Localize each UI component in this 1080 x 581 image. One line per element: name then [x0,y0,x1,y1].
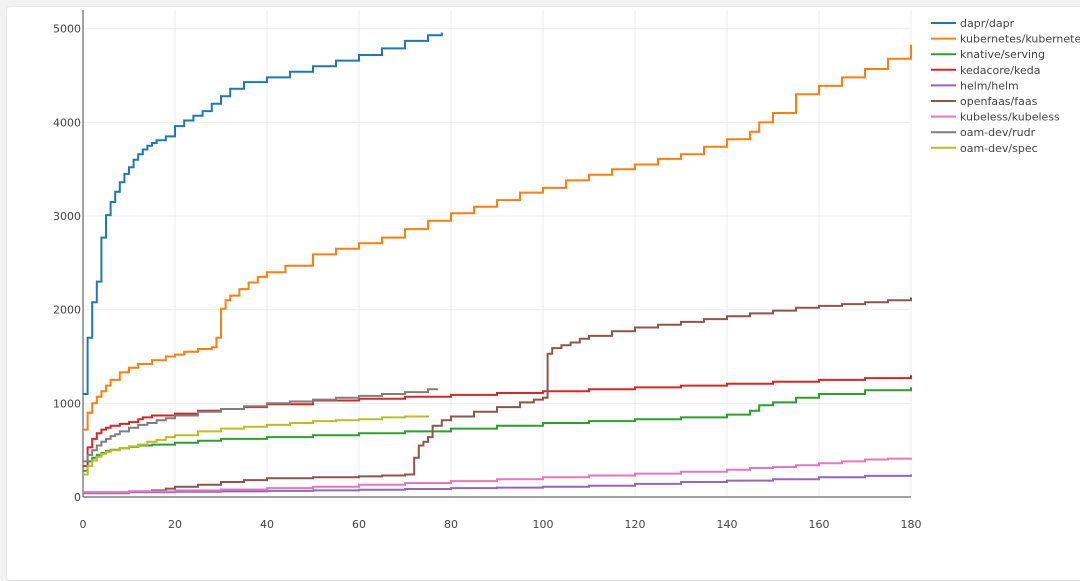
x-tick-label: 160 [809,518,830,531]
series-line-oam-dev-spec [83,415,429,476]
y-tick-label: 1000 [53,397,81,410]
legend-item[interactable]: kubernetes/kubernetes [931,33,1080,46]
y-tick-label: 3000 [53,210,81,223]
x-tick-label: 100 [533,518,554,531]
legend-item[interactable]: oam-dev/spec [931,142,1038,155]
series-line-kubeless-kubeless [83,457,912,494]
legend-label: openfaas/faas [960,95,1038,108]
y-tick-label: 2000 [53,304,81,317]
series-line-knative-serving [83,387,912,472]
x-tick-label: 40 [260,518,274,531]
legend-item[interactable]: helm/helm [931,79,1019,92]
legend-label: dapr/dapr [960,17,1015,30]
legend-item[interactable]: knative/serving [931,48,1045,61]
y-tick-label: 0 [74,491,81,504]
legend-label: oam-dev/rudr [960,126,1036,139]
y-tick-label: 5000 [53,23,81,36]
x-tick-label: 20 [168,518,182,531]
series-line-openfaas-faas [83,297,912,494]
legend-label: kubernetes/kubernetes [960,33,1080,46]
x-tick-label: 0 [80,518,87,531]
legend-label: kubeless/kubeless [960,111,1060,124]
legend-item[interactable]: kedacore/keda [931,64,1040,77]
x-tick-label: 140 [717,518,738,531]
grid [83,10,912,497]
legend-label: oam-dev/spec [960,142,1038,155]
legend-label: helm/helm [960,79,1019,92]
legend[interactable]: dapr/dapr kubernetes/kubernetes knative/se… [931,17,1080,155]
legend-item[interactable]: oam-dev/rudr [931,126,1036,139]
legend-item[interactable]: kubeless/kubeless [931,111,1060,124]
series-line-dapr-dapr [83,32,443,395]
legend-item[interactable]: dapr/dapr [931,17,1015,30]
legend-label: knative/serving [960,48,1045,61]
x-tick-label: 180 [901,518,922,531]
legend-label: kedacore/keda [960,64,1040,77]
legend-item[interactable]: openfaas/faas [931,95,1038,108]
x-tick-label: 120 [625,518,646,531]
series-line-kubernetes-kubernetes [83,44,912,431]
x-tick-label: 60 [352,518,366,531]
x-tick-label: 80 [444,518,458,531]
axes: 0 1000 2000 3000 4000 5000 0 20 40 60 80 100 120 140 1… [53,10,922,531]
y-tick-label: 4000 [53,116,81,129]
series-line-oam-dev-rudr [83,388,439,463]
series-lines [83,32,912,495]
series-line-kedacore-keda [83,375,912,468]
